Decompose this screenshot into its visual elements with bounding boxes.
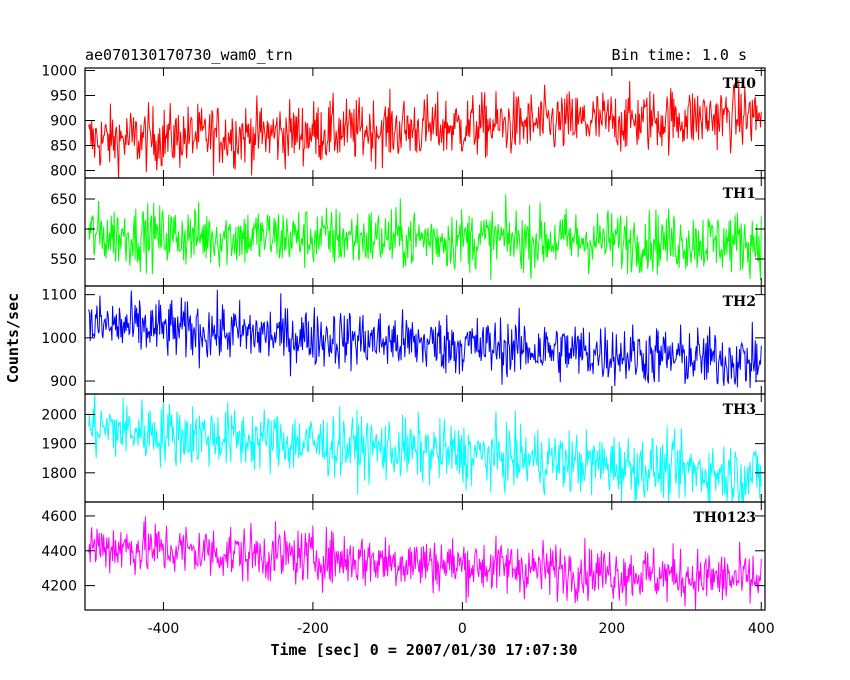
panel-frame [84, 501, 766, 611]
y-tick-label: 1800 [41, 466, 77, 482]
y-tick-label: 4200 [41, 579, 77, 595]
x-tick-label: -200 [297, 621, 329, 637]
panel-label: TH3 [723, 402, 756, 418]
series-line-th0 [88, 80, 762, 178]
y-tick-label: 850 [50, 139, 77, 155]
x-tick-label: 0 [458, 621, 467, 637]
x-tick-label: 200 [598, 621, 625, 637]
panel-label: TH2 [723, 294, 756, 310]
y-tick-label: 900 [50, 114, 77, 130]
x-tick-label: -400 [148, 621, 180, 637]
y-tick-label: 900 [50, 374, 77, 390]
y-tick-label: 1000 [41, 331, 77, 347]
series-line-th0123 [88, 516, 762, 610]
y-tick-label: 1000 [41, 64, 77, 80]
y-tick-label: 550 [50, 252, 77, 268]
panel-label: TH0123 [693, 510, 756, 526]
series-line-th2 [88, 289, 762, 388]
panel-th0: 800 850 900 950 1000 TH0 [41, 64, 766, 180]
bin-time-label: Bin time: 1.0 s [612, 46, 747, 64]
series-line-th3 [88, 394, 762, 502]
y-axis-label: Counts/sec [4, 293, 22, 383]
panel-th0123: 4200 4400 4600 TH0123 [41, 501, 766, 611]
panel-th1: 550 600 650 TH1 [50, 177, 766, 287]
y-tick-label: 600 [50, 222, 77, 238]
y-tick-label: 4400 [41, 544, 77, 560]
y-tick-label: 650 [50, 192, 77, 208]
panel-th2: 900 1000 1100 TH2 [41, 285, 766, 395]
panels-group: 800 850 900 950 1000 TH0 550 600 650 TH1 900 1000 11… [41, 64, 774, 638]
panel-th3: 1800 1900 2000 TH3 [41, 393, 766, 503]
y-tick-label: 1900 [41, 437, 77, 453]
y-tick-label: 4600 [41, 509, 77, 525]
chart-title: ae070130170730_wam0_trn [85, 46, 293, 64]
y-tick-label: 800 [50, 164, 77, 180]
x-tick-label: 400 [748, 621, 775, 637]
y-tick-label: 2000 [41, 407, 77, 423]
series-line-th1 [88, 194, 762, 281]
panel-label: TH0 [723, 76, 757, 92]
x-axis-label: Time [sec] 0 = 2007/01/30 17:07:30 [270, 641, 577, 659]
y-tick-label: 1100 [41, 288, 77, 304]
panel-label: TH1 [723, 186, 756, 202]
y-tick-label: 950 [50, 89, 77, 105]
